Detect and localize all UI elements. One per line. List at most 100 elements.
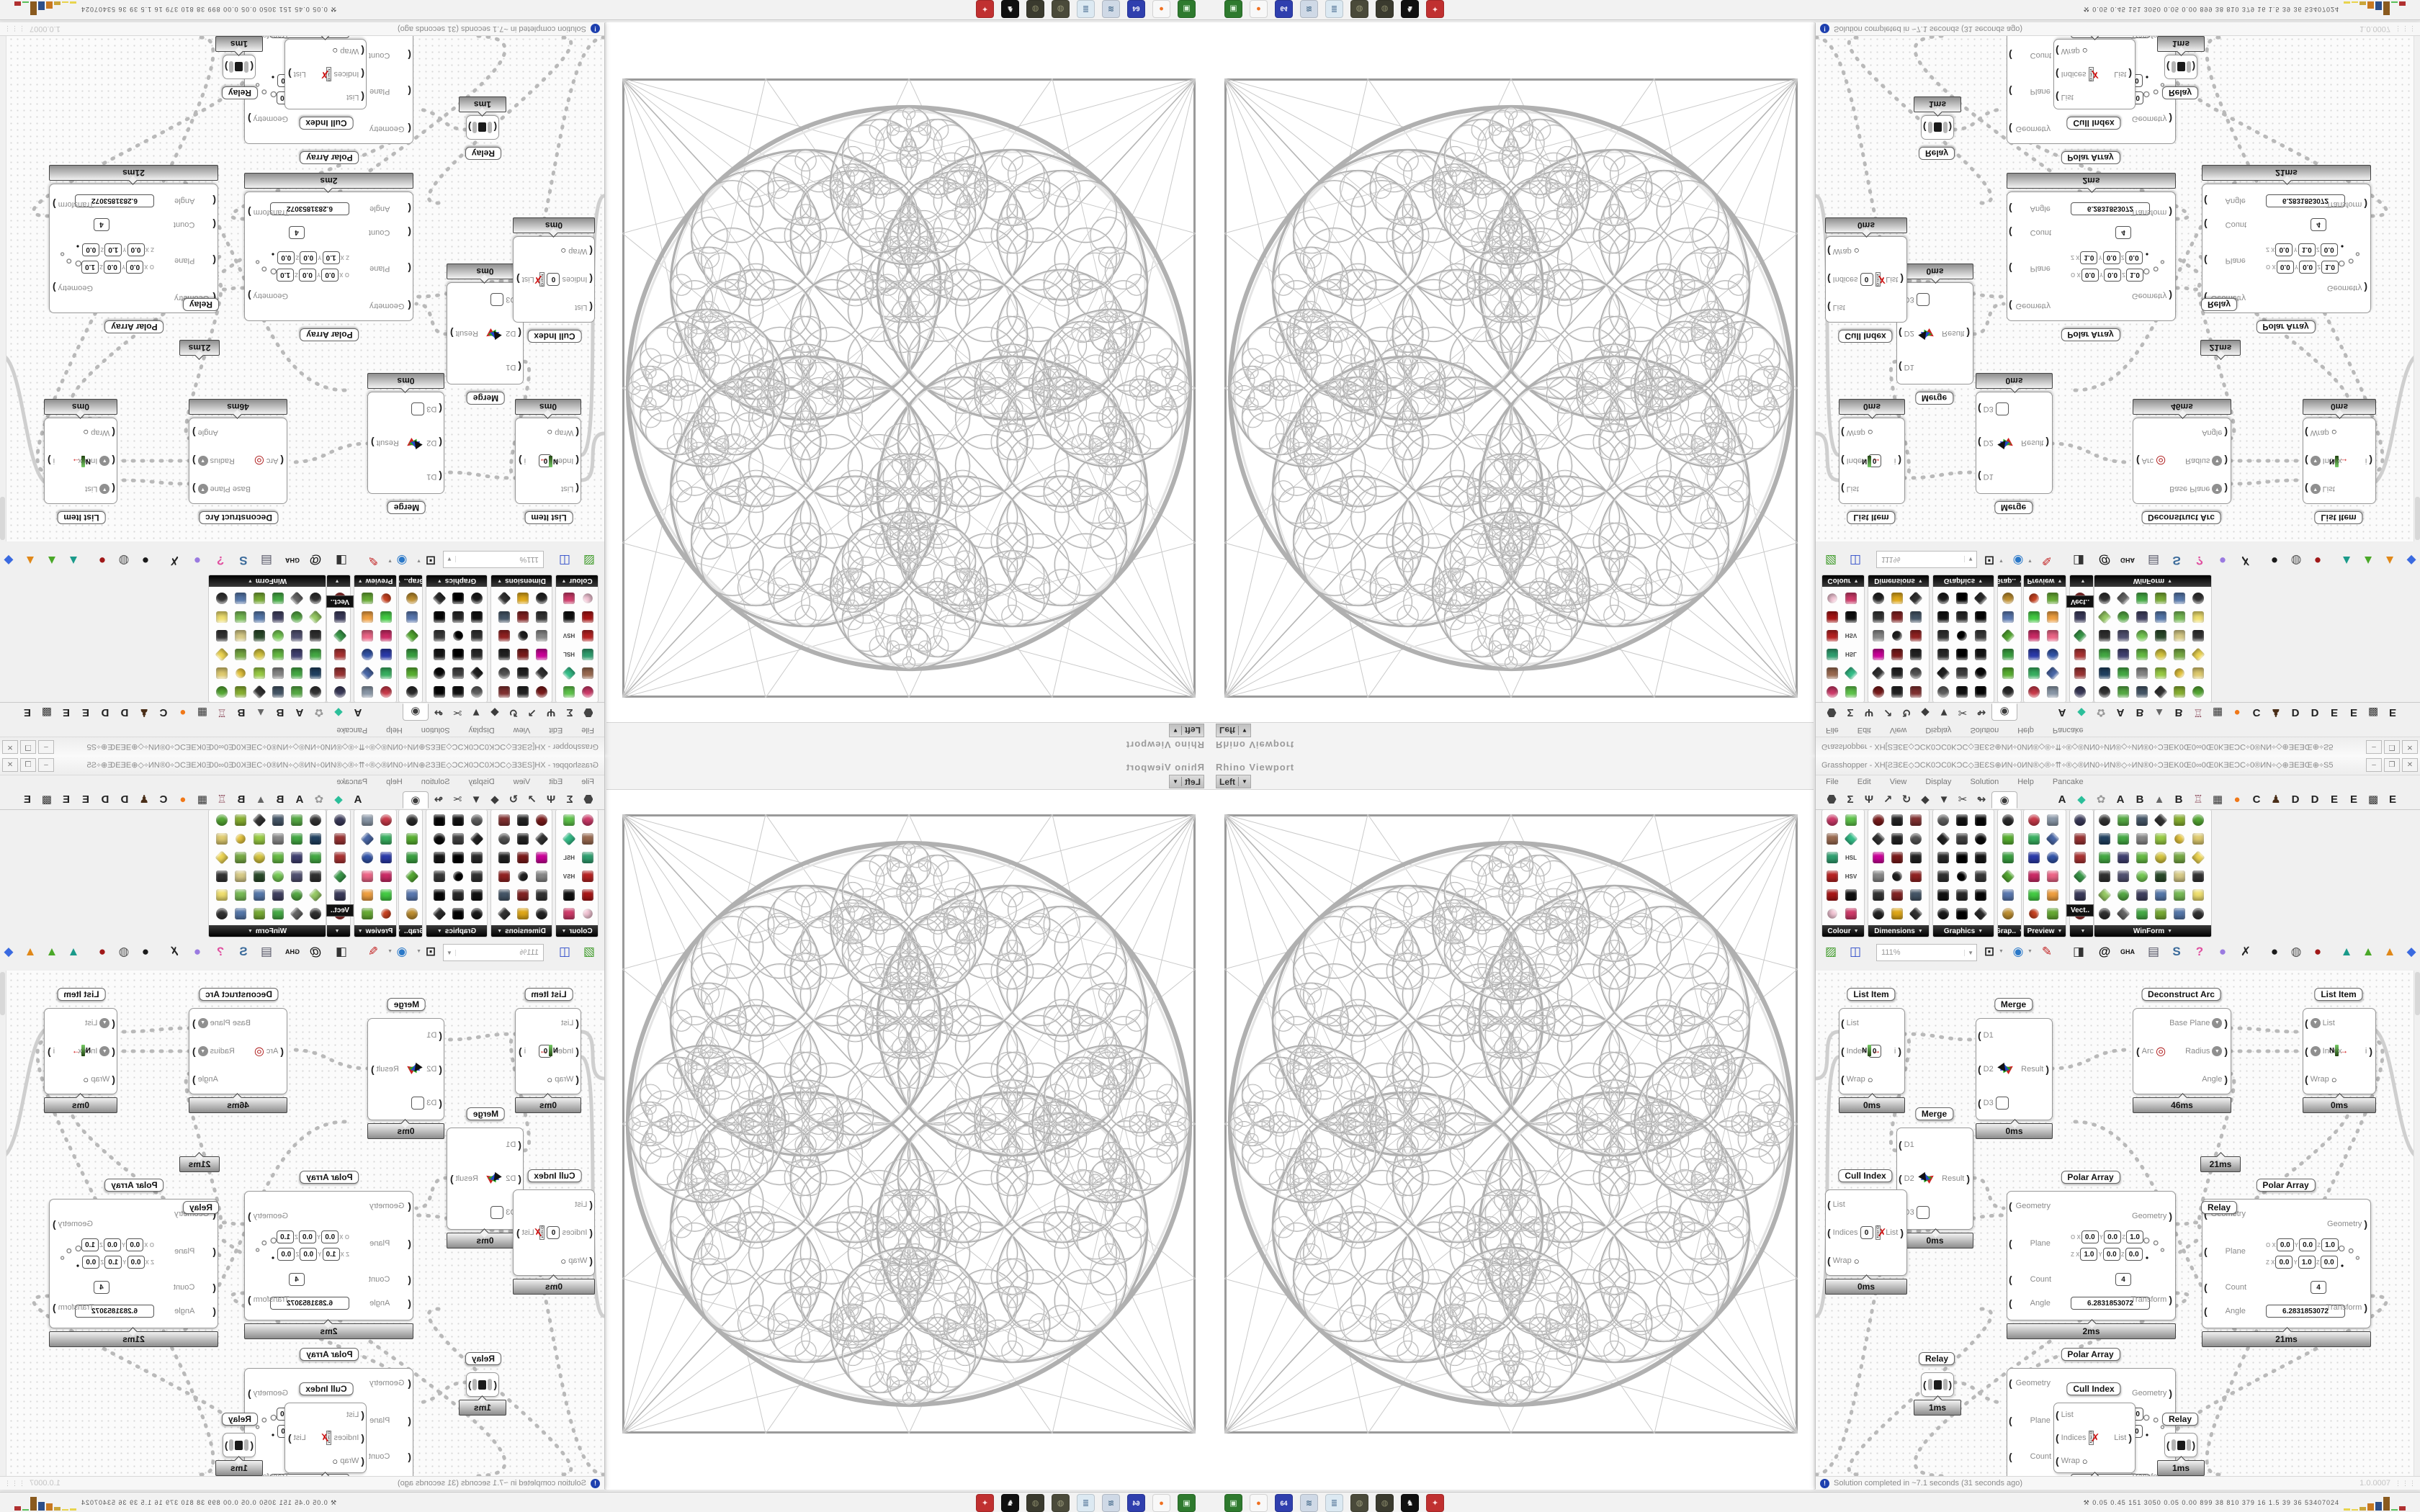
panel-expand-icon[interactable]: ▼ [561,578,567,584]
palette-icon[interactable] [2133,608,2151,626]
port-grip[interactable]: ( [212,255,216,266]
palette-icon[interactable] [560,683,578,701]
palette-icon[interactable] [468,886,485,904]
palette-icon[interactable] [377,905,395,922]
palette-icon[interactable] [269,683,287,701]
palette-icon[interactable] [288,905,305,922]
palette-icon[interactable] [2025,830,2043,847]
palette-icon[interactable] [1888,608,1906,626]
panel-expand-icon[interactable]: ▼ [334,928,340,934]
port-grip[interactable]: ( [589,1198,593,1210]
node-label[interactable]: List Item [524,988,573,1001]
search-icon[interactable]: S [2172,945,2181,958]
port-grip[interactable]: ( [2204,1208,2208,1220]
value-box[interactable]: 0.0 [2299,261,2317,274]
value-box[interactable]: 1.0 [2298,243,2316,256]
tab-intersect[interactable]: ✂ [1958,793,1968,806]
palette-icon[interactable] [1907,886,1924,904]
port-grip[interactable]: ( [408,36,411,37]
value-box[interactable]: 0.0 [126,261,144,274]
panel-expand-icon[interactable]: ▼ [2057,928,2063,934]
port-grip[interactable]: ( [2009,263,2012,274]
palette-icon[interactable]: HSV [1845,873,1857,880]
palette-icon[interactable] [269,627,287,644]
grasshopper-canvas[interactable]: List Item(List(Index 0(Wrap ○ i) N → 0ms Merge(… [1816,971,2420,1476]
palette-icon[interactable] [2133,868,2151,885]
port-grip[interactable]: ( [250,1439,254,1451]
menu-item-file[interactable]: File [1826,778,1839,786]
palette-icon[interactable] [1907,646,1924,663]
palette-icon[interactable] [2190,905,2207,922]
value-box[interactable]: 0.0 [126,1238,144,1251]
palette-icon[interactable] [213,590,230,607]
palette-icon[interactable] [331,868,349,885]
palette-icon[interactable] [2025,886,2043,904]
panel-expand-icon[interactable]: ▼ [2019,929,2021,934]
palette-panel-label[interactable]: ▼ [327,575,350,587]
port-grip[interactable]: ( [575,426,579,438]
palette-panel-label[interactable]: Grap..▼ [1997,575,2022,587]
floppy-64-icon[interactable]: 64 [1275,0,1293,18]
palette-icon[interactable] [269,665,287,682]
preview-eye-icon[interactable]: ◉ [396,945,408,958]
grasshopper-canvas[interactable]: List Item(List(Index 0(Wrap ○ i) N → 0ms Merge(… [0,36,604,541]
port-grip[interactable]: ( [1841,1017,1845,1029]
port-grip[interactable]: ) [288,1432,292,1444]
node-label[interactable]: List Item [2314,511,2363,524]
node-label[interactable]: List Item [1847,511,1896,524]
palette-icon[interactable] [2071,646,2089,663]
palette-icon[interactable] [359,905,376,922]
palette-panel-label[interactable]: Preview ▼ [2024,925,2066,937]
palette-icon[interactable] [533,886,550,904]
node-relay[interactable]: () [466,1372,499,1397]
palette-icon[interactable] [1953,627,1971,644]
zoom-level-combo[interactable]: 111% ▼ [443,551,544,568]
palette-icon[interactable] [2044,590,2061,607]
palette-panel-label[interactable]: WinForm ▼ [2094,925,2211,937]
palette-icon[interactable] [514,886,532,904]
tab-plugin-5[interactable]: ▲ [2154,793,2165,806]
palette-icon[interactable] [1907,849,1924,866]
palette-icon[interactable] [1953,849,1971,866]
chevron-down-icon[interactable]: ▼ [1964,556,1973,563]
palette-icon[interactable] [2115,627,2132,644]
value-box[interactable]: 4 [94,218,109,231]
save-file-icon[interactable]: ◫ [558,554,571,567]
panel-expand-icon[interactable]: ▼ [334,578,340,584]
palette-icon[interactable] [2096,905,2113,922]
port-grip[interactable]: ) [48,455,51,467]
palette-icon[interactable] [533,905,550,922]
port-grip[interactable]: ( [1899,1139,1902,1151]
sphere-red-icon[interactable]: ● [98,554,107,567]
wrap-circle-icon[interactable]: ○ [547,427,553,438]
value-box[interactable]: 0.0 [2125,251,2143,264]
palette-icon[interactable] [579,627,596,644]
port-grip[interactable]: ) [2364,1218,2367,1230]
palette-icon[interactable] [1888,886,1906,904]
document-icon[interactable]: ▤ [260,945,273,958]
value-box[interactable]: 0.0 [2275,1256,2293,1269]
palette-icon[interactable]: HSL [1845,651,1857,658]
palette-icon[interactable] [1888,830,1906,847]
wrap-circle-icon[interactable]: ○ [560,1255,567,1266]
chevron-down-icon[interactable]: ▼ [2027,558,2033,563]
palette-panel-label[interactable]: WinForm ▼ [2094,575,2211,587]
tab-plugin-16[interactable]: ▩ [2367,793,2379,806]
balloon-icon[interactable]: ● [193,945,202,958]
gem-blue-icon[interactable]: ◆ [4,945,14,958]
palette-icon[interactable] [560,608,578,626]
rhino-viewport-canvas[interactable] [1210,789,1814,1490]
graft-down-icon[interactable]: ▼ [2212,1046,2223,1056]
palette-icon[interactable] [1972,868,1989,885]
dark-orb-icon[interactable]: ◍ [1350,1494,1368,1512]
port-grip[interactable]: ( [212,219,216,230]
palette-icon[interactable] [377,627,395,644]
palette-icon[interactable] [579,868,596,885]
port-grip[interactable]: ( [439,437,442,449]
port-grip[interactable]: ( [439,1097,442,1109]
panel-expand-icon[interactable]: ▼ [398,579,401,584]
panel-expand-icon[interactable]: ▼ [497,928,503,934]
palette-icon[interactable] [2133,627,2151,644]
